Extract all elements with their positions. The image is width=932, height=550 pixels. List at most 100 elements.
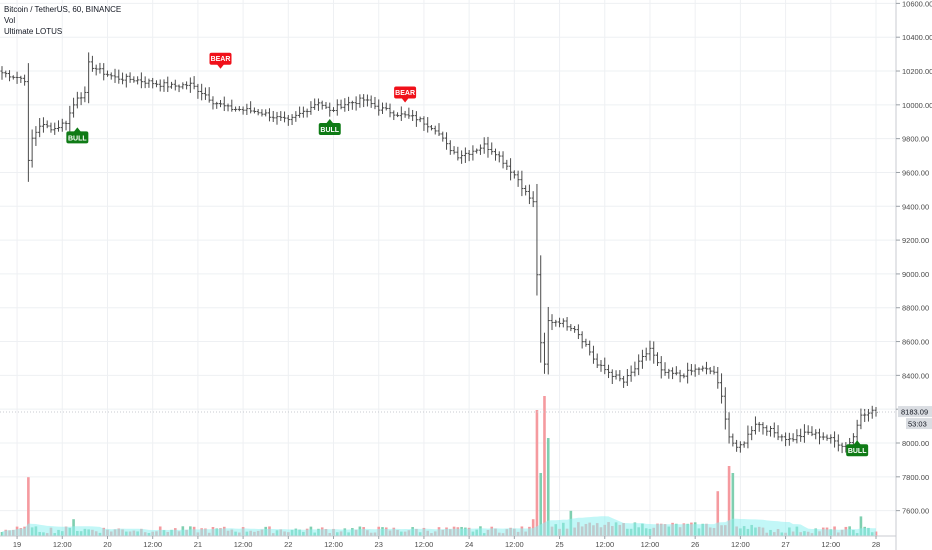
ohlc-bar: [403, 110, 407, 118]
ohlc-bar: [53, 122, 57, 135]
ohlc-bar: [279, 111, 283, 122]
ohlc-bar: [836, 434, 840, 452]
ohlc-bar: [765, 425, 769, 436]
ohlc-bar: [328, 102, 332, 117]
ohlc-bar: [286, 114, 290, 126]
ohlc-bar: [192, 76, 196, 90]
volume-bar: [731, 473, 735, 536]
ohlc-bar: [768, 425, 773, 437]
ohlc-bar: [264, 109, 268, 117]
ohlc-bar: [621, 376, 626, 388]
time-tick-label: 28: [872, 540, 880, 549]
ohlc-bar: [682, 373, 686, 379]
volume-indicator-label[interactable]: Vol: [4, 16, 16, 25]
ohlc-bar: [128, 72, 132, 83]
ohlc-bar: [388, 103, 392, 118]
ohlc-bar: [817, 428, 822, 445]
ohlc-bar: [644, 347, 648, 361]
ohlc-bar: [117, 69, 121, 84]
ohlc-bar: [640, 349, 645, 369]
ohlc-bar: [362, 94, 366, 108]
ohlc-bar: [633, 361, 637, 377]
ohlc-bar: [143, 76, 147, 89]
ohlc-bar: [832, 431, 837, 448]
ohlc-bar: [772, 422, 776, 438]
ohlc-bar: [19, 75, 23, 84]
ohlc-bar: [614, 370, 618, 380]
price-tick-label: 9600.00: [902, 168, 929, 177]
ohlc-bar: [120, 72, 125, 85]
ohlc-bar: [719, 373, 724, 404]
time-tick-label: 12:00: [595, 540, 614, 549]
ohlc-bar: [414, 111, 418, 127]
ohlc-bar: [230, 99, 234, 112]
time-tick-label: 21: [194, 540, 202, 549]
ohlc-bar: [207, 87, 211, 103]
ohlc-bar: [866, 408, 871, 422]
ohlc-bar: [490, 142, 494, 155]
ohlc-bar: [87, 52, 91, 104]
ohlc-bar: [166, 76, 170, 92]
ohlc-bar: [343, 98, 347, 112]
time-axis[interactable]: 19 12:00 20 12:00 21 12:00 22 12:00 23 12:00 24 12:…: [0, 535, 896, 549]
ohlc-bar: [98, 62, 102, 74]
ohlc-bar: [260, 109, 264, 117]
ohlc-bar: [735, 439, 739, 452]
ohlc-bar: [701, 365, 705, 372]
ohlc-bar: [840, 442, 844, 454]
ohlc-bar: [90, 55, 95, 72]
countdown-tag: [906, 418, 932, 430]
ohlc-bar: [580, 331, 584, 349]
ohlc-bar: [196, 83, 200, 99]
ohlc-bar: [829, 434, 833, 444]
ohlc-bar: [750, 426, 754, 441]
ohlc-bar: [814, 429, 818, 440]
ohlc-bar: [154, 80, 159, 88]
ohlc-bar: [467, 150, 471, 162]
lotus-indicator-label[interactable]: Ultimate LOTUS: [4, 27, 63, 36]
time-tick-label: 19: [13, 540, 21, 549]
ohlc-bar: [158, 79, 162, 92]
last-price-tag: [898, 406, 932, 418]
ohlc-bar: [23, 74, 27, 86]
volume-bar: [546, 438, 550, 536]
ohlc-bar: [444, 132, 449, 150]
time-tick-label: 12:00: [53, 540, 72, 549]
ohlc-bar: [11, 75, 15, 80]
ohlc-bar: [38, 118, 42, 138]
ohlc-bar: [648, 340, 652, 361]
ohlc-bar: [294, 111, 298, 122]
symbol-title[interactable]: Bitcoin / TetherUS, 60, BINANCE: [4, 5, 122, 14]
ohlc-bar: [282, 111, 287, 123]
price-tick-label: 10600.00: [902, 0, 932, 8]
ohlc-bar: [524, 185, 528, 196]
ohlc-bar: [407, 107, 411, 119]
price-tick-label: 9400.00: [902, 202, 929, 211]
ohlc-bar: [7, 70, 12, 82]
ohlc-bar: [561, 318, 565, 328]
ohlc-bar: [331, 107, 336, 113]
ohlc-bar: [723, 387, 727, 430]
ohlc-bar: [324, 101, 328, 110]
price-tick-label: 8400.00: [902, 371, 929, 380]
signal-labels: BULL BEAR BULL BEAR BULL: [66, 52, 869, 457]
ohlc-bar: [708, 367, 712, 375]
ohlc-bar: [173, 79, 177, 91]
time-tick-label: 12:00: [731, 540, 750, 549]
ohlc-bar: [550, 314, 554, 331]
ohlc-bar: [377, 99, 381, 116]
volume-bar: [531, 519, 535, 536]
ohlc-bar: [674, 366, 678, 376]
ohlc-bar: [806, 425, 810, 435]
ohlc-bar: [0, 66, 4, 80]
ohlc-bar: [256, 109, 260, 116]
ohlc-bar: [426, 117, 430, 133]
ohlc-bar: [83, 86, 87, 103]
ohlc-bar: [15, 71, 19, 84]
ohlc-bar: [599, 360, 603, 372]
ohlc-bar: [539, 255, 543, 363]
ohlc-bar: [554, 319, 558, 327]
ohlc-bar: [309, 101, 313, 115]
